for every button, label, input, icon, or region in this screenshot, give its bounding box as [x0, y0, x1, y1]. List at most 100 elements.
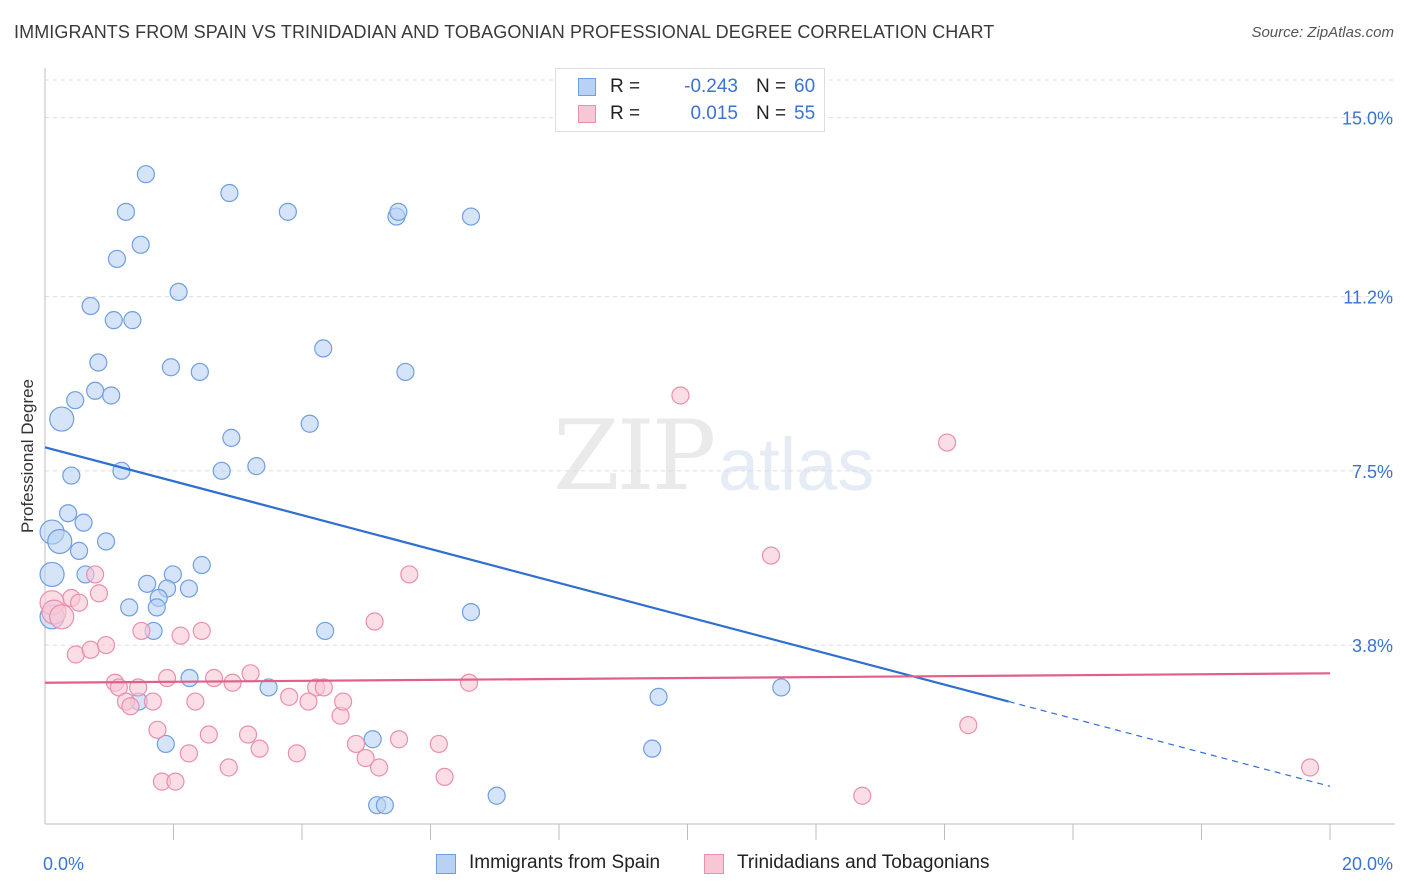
spain-point — [169, 282, 188, 301]
bottom-legend-swatch-trinidad — [704, 854, 724, 874]
y-tick-label: 15.0% — [1342, 109, 1393, 129]
spain-point — [389, 202, 408, 221]
trinidad-point — [937, 433, 957, 452]
spain-point — [375, 796, 394, 815]
spain-point — [59, 504, 78, 523]
bottom-legend-label-spain: Immigrants from Spain — [469, 852, 661, 873]
legend-r-label: R = — [610, 76, 641, 97]
spain-point — [102, 386, 121, 405]
trinidad-point — [250, 739, 269, 758]
spain-point — [461, 603, 481, 622]
spain-point — [107, 249, 127, 269]
trinidad-point — [853, 786, 872, 805]
spain-point — [81, 296, 100, 316]
legend-n-value: 60 — [794, 76, 816, 97]
y-tick-label: 11.2% — [1343, 288, 1393, 308]
trinidad-point — [204, 668, 224, 688]
watermark-zip: ZIP — [553, 400, 716, 512]
y-tick-label: 3.8% — [1352, 636, 1393, 656]
spain-point — [62, 466, 81, 485]
spain-point — [363, 730, 382, 749]
legend-n-value: 55 — [794, 103, 816, 124]
spain-point — [96, 532, 116, 551]
spain-point — [86, 381, 105, 400]
trinidad-point — [129, 678, 148, 697]
spain-point — [131, 235, 150, 254]
spain-point — [123, 311, 142, 330]
spain-point — [278, 202, 297, 221]
chart-title: IMMIGRANTS FROM SPAIN VS TRINIDADIAN AND… — [14, 22, 995, 42]
spain-point — [89, 353, 108, 372]
trinidad-trend-line — [44, 672, 1331, 684]
trinidad-point — [400, 565, 419, 584]
spain-point — [116, 202, 136, 221]
trinidad-point — [959, 716, 978, 735]
spain-point — [66, 391, 85, 410]
trinidad-point — [86, 565, 105, 584]
trinidad-point — [223, 673, 242, 692]
spain-point — [461, 207, 481, 226]
spain-point — [396, 362, 415, 382]
spain-point — [120, 598, 139, 617]
trinidad-point — [49, 604, 75, 630]
spain-point — [39, 561, 65, 588]
legend-swatch-spain — [578, 78, 596, 96]
spain-point — [190, 362, 209, 382]
spain-point — [314, 339, 333, 358]
spain-point — [74, 513, 93, 532]
spain-point — [138, 574, 157, 593]
trinidad-point — [761, 546, 781, 565]
trinidad-point — [89, 584, 109, 603]
trinidad-point — [186, 692, 205, 711]
trinidad-point — [389, 730, 409, 749]
trinidad-point — [356, 748, 375, 768]
trinidad-point — [287, 744, 306, 763]
spain-point — [316, 621, 335, 641]
spain-point — [772, 678, 791, 697]
legend-r-value: 0.015 — [690, 103, 738, 124]
trinidad-point — [81, 640, 100, 659]
watermark-atlas: atlas — [718, 423, 875, 506]
trinidad-point — [459, 673, 479, 692]
spain-point — [179, 579, 199, 598]
trinidad-point — [365, 612, 384, 631]
trinidad-point — [132, 621, 151, 641]
x-tick-label: 0.0% — [43, 854, 84, 874]
legend-n-label: N = — [756, 76, 787, 97]
trinidad-point — [334, 692, 353, 711]
spain-trend-line — [44, 446, 1010, 703]
trinidad-point — [192, 621, 211, 641]
spain-point — [161, 358, 181, 377]
spain-point — [147, 598, 166, 617]
spain-point — [136, 165, 155, 184]
trinidad-point — [241, 664, 260, 683]
spain-point — [180, 668, 199, 688]
spain-point — [300, 414, 319, 433]
trinidad-point — [435, 767, 454, 787]
trinidad-point — [121, 697, 140, 716]
spain-point — [212, 461, 231, 480]
bottom-legend-swatch-spain — [436, 854, 456, 874]
spain-point — [69, 541, 89, 560]
spain-point — [156, 734, 175, 754]
trinidad-point — [370, 758, 389, 777]
trinidad-point — [1300, 758, 1320, 777]
spain-point — [104, 311, 123, 330]
spain-point — [487, 786, 506, 805]
trinidad-point — [157, 668, 177, 688]
spain-trend-line-extension — [1008, 700, 1331, 787]
spain-point — [247, 457, 266, 476]
legend-n-label: N = — [756, 103, 787, 124]
spain-point — [222, 428, 241, 447]
trinidad-point — [671, 386, 690, 405]
spain-point — [643, 739, 662, 758]
trinidad-point — [166, 772, 185, 791]
trinidad-point — [346, 734, 366, 754]
trinidad-point — [280, 687, 299, 706]
spain-point — [220, 183, 239, 203]
trinidad-point — [199, 725, 218, 744]
correlation-legend: R = -0.243 N = 60 R = 0.015 N = 55 — [555, 68, 825, 132]
trinidad-point — [238, 725, 258, 744]
trinidad-point — [299, 692, 318, 711]
